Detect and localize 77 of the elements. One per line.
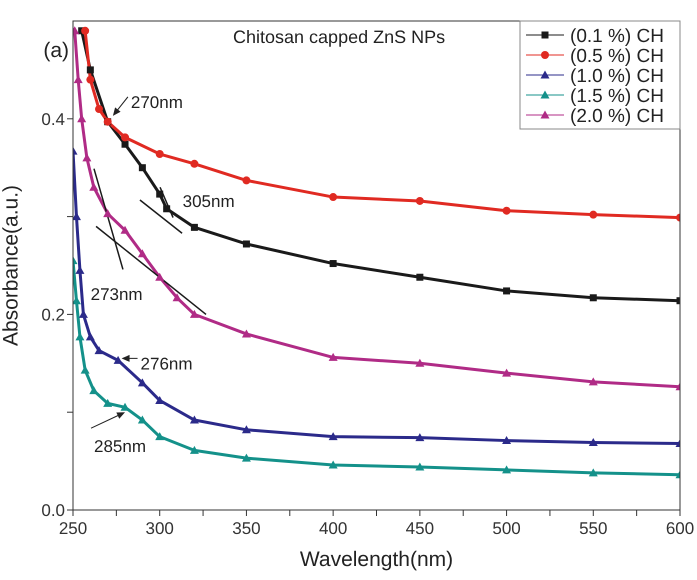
point — [415, 433, 424, 442]
point — [328, 432, 338, 440]
legend-label: (1.5 %) CH — [570, 86, 664, 107]
point — [190, 416, 199, 424]
point — [190, 446, 199, 454]
y-tick-label: 0.0 — [41, 501, 65, 520]
point — [242, 176, 250, 184]
point — [242, 454, 251, 462]
text: (a) — [43, 39, 69, 62]
annotation: 273nm — [90, 284, 143, 304]
point — [190, 310, 199, 318]
point — [590, 294, 597, 302]
y-tick-label: 0.4 — [41, 110, 65, 129]
point — [589, 210, 598, 219]
point — [328, 352, 338, 361]
point — [94, 346, 104, 354]
chart-title: Chitosan capped ZnS NPs — [233, 27, 446, 47]
point — [138, 378, 147, 386]
point — [415, 462, 424, 470]
x-tick-label: 400 — [318, 519, 348, 538]
point — [416, 274, 424, 281]
legend-label: (2.0 %) CH — [570, 106, 664, 127]
point — [588, 438, 598, 446]
point — [122, 140, 129, 148]
point — [103, 209, 112, 218]
point — [155, 272, 164, 281]
point — [242, 425, 251, 434]
x-tick-label: 600 — [666, 519, 694, 538]
point — [190, 224, 198, 231]
x-tick-label: 250 — [58, 519, 88, 538]
legend-label: (0.1 %) CH — [570, 26, 664, 47]
x-tick-label: 450 — [406, 519, 434, 538]
point — [155, 432, 164, 440]
x-tick-label: 300 — [146, 519, 174, 538]
point — [588, 377, 598, 386]
point — [330, 260, 337, 268]
point — [95, 105, 104, 114]
point — [156, 150, 164, 158]
y-tick-label: 0.2 — [41, 305, 65, 324]
point — [502, 206, 511, 215]
point — [416, 196, 424, 205]
point — [89, 386, 98, 394]
annotation: 270nm — [130, 92, 183, 112]
point — [86, 66, 94, 74]
annotation: 305nm — [182, 192, 235, 211]
point — [190, 160, 198, 168]
point — [328, 460, 338, 469]
point — [503, 287, 510, 294]
point — [163, 205, 170, 212]
point — [138, 249, 147, 258]
point — [86, 76, 94, 84]
annotation: 285nm — [94, 437, 146, 456]
point — [120, 226, 130, 234]
point — [502, 436, 512, 444]
point — [138, 164, 146, 172]
legend-label: (0.5 %) CH — [570, 46, 664, 67]
point — [156, 190, 164, 198]
point — [415, 358, 424, 367]
point — [502, 368, 512, 377]
point — [329, 193, 338, 202]
point — [242, 329, 251, 338]
point — [242, 240, 250, 248]
annotation: 276nm — [140, 354, 193, 374]
x-tick-label: 350 — [232, 519, 261, 538]
point — [502, 465, 512, 474]
point — [138, 416, 147, 424]
x-tick-label: 500 — [492, 519, 521, 538]
y-axis-title: Absorbance(a.u.) — [0, 184, 22, 346]
point — [121, 133, 130, 142]
legend-label: (1.0 %) CH — [570, 66, 664, 87]
point — [86, 332, 95, 340]
point — [103, 398, 112, 407]
point — [89, 182, 98, 191]
point — [81, 26, 90, 35]
x-axis-title: Wavelength(nm) — [300, 548, 454, 571]
point — [588, 468, 598, 476]
x-tick-label: 550 — [579, 519, 608, 538]
